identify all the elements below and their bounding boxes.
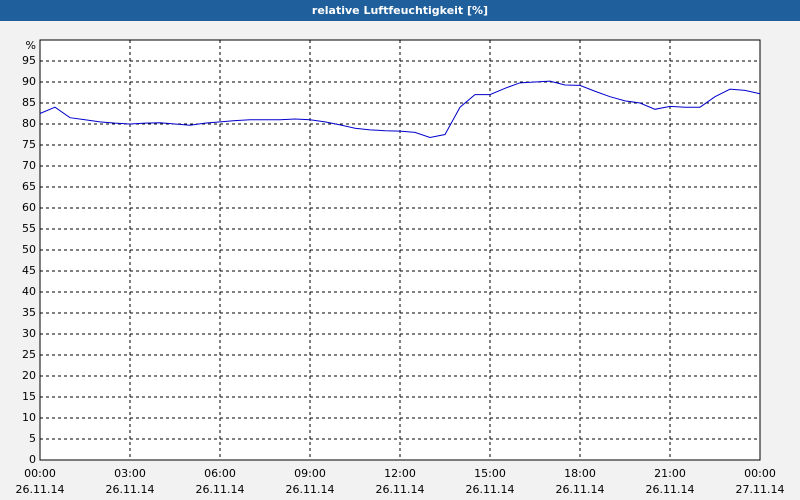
x-tick-label: 27.11.14 <box>736 483 785 496</box>
x-tick-label: 18:00 <box>564 467 596 480</box>
y-tick-label: 30 <box>22 327 36 340</box>
y-tick-label: 95 <box>22 54 36 67</box>
y-tick-label: 40 <box>22 285 36 298</box>
x-tick-label: 00:00 <box>24 467 56 480</box>
x-tick-label: 00:00 <box>744 467 776 480</box>
y-tick-label: 5 <box>29 432 36 445</box>
y-tick-label: 35 <box>22 306 36 319</box>
x-tick-label: 26.11.14 <box>466 483 515 496</box>
y-tick-label: 80 <box>22 117 36 130</box>
x-tick-label: 26.11.14 <box>286 483 335 496</box>
x-tick-label: 26.11.14 <box>196 483 245 496</box>
y-tick-label: 50 <box>22 243 36 256</box>
x-tick-label: 21:00 <box>654 467 686 480</box>
plot-border <box>39 39 761 461</box>
y-tick-label: 60 <box>22 201 36 214</box>
chart-title: relative Luftfeuchtigkeit [%] <box>312 4 488 17</box>
y-axis-label: % <box>26 39 36 52</box>
y-tick-label: 15 <box>22 390 36 403</box>
x-tick-label: 26.11.14 <box>556 483 605 496</box>
x-tick-label: 12:00 <box>384 467 416 480</box>
y-tick-label: 65 <box>22 180 36 193</box>
y-tick-label: 20 <box>22 369 36 382</box>
x-tick-label: 09:00 <box>294 467 326 480</box>
y-tick-label: 0 <box>29 453 36 466</box>
x-tick-label: 03:00 <box>114 467 146 480</box>
y-tick-label: 25 <box>22 348 36 361</box>
y-tick-label: 55 <box>22 222 36 235</box>
x-tick-label: 26.11.14 <box>646 483 695 496</box>
x-tick-label: 26.11.14 <box>376 483 425 496</box>
x-tick-label: 26.11.14 <box>106 483 155 496</box>
y-tick-label: 10 <box>22 411 36 424</box>
line-series <box>39 80 761 138</box>
y-tick-label: 85 <box>22 96 36 109</box>
x-tick-label: 15:00 <box>474 467 506 480</box>
y-tick-label: 90 <box>22 75 36 88</box>
x-tick-label: 26.11.14 <box>16 483 65 496</box>
title-bar <box>0 0 800 21</box>
y-tick-label: 75 <box>22 138 36 151</box>
x-tick-label: 06:00 <box>204 467 236 480</box>
y-tick-label: 45 <box>22 264 36 277</box>
y-tick-label: 70 <box>22 159 36 172</box>
